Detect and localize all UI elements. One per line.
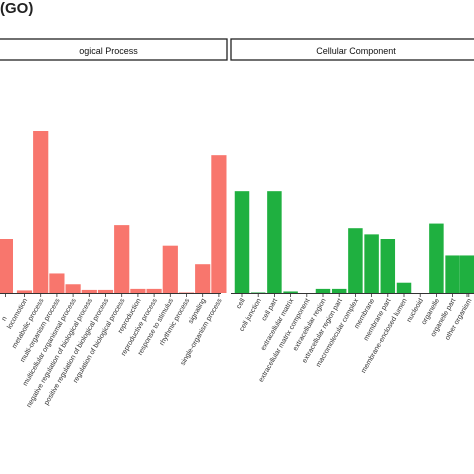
bar-0-1 xyxy=(33,131,49,293)
bar-0-9 xyxy=(162,245,178,293)
panel-title-1: Cellular Component xyxy=(316,46,396,56)
bar-1-1 xyxy=(250,292,266,293)
bar-0-2 xyxy=(49,273,65,293)
bar-0-6 xyxy=(114,225,130,293)
bar-0-8 xyxy=(146,288,162,293)
bar-0-12 xyxy=(211,155,227,293)
bar-1-9 xyxy=(380,239,396,293)
figure-title: (GO) xyxy=(0,0,34,17)
bar-1-7 xyxy=(348,228,363,293)
bar-0-10 xyxy=(178,292,195,293)
bar-1-13 xyxy=(445,255,460,293)
bar-1-14 xyxy=(461,290,474,293)
panel-strip-0 xyxy=(0,38,228,61)
bar-1-3 xyxy=(283,291,298,293)
bar-0-11 xyxy=(195,264,211,293)
bar-1-6 xyxy=(331,288,347,293)
bar-1-10 xyxy=(396,282,412,293)
partial-bar-1 xyxy=(460,255,474,293)
bar-0-0 xyxy=(16,290,33,293)
partial-tick-label-0: n xyxy=(1,315,9,322)
partial-bar-0 xyxy=(0,239,13,293)
bar-1-0 xyxy=(234,191,250,293)
bar-1-12 xyxy=(429,223,444,293)
panel-title-0: ogical Process xyxy=(79,46,138,56)
bar-0-3 xyxy=(65,284,81,293)
bar-0-4 xyxy=(81,289,97,293)
x-tick-label-1-0: cell xyxy=(235,297,247,310)
bar-0-7 xyxy=(130,288,146,293)
bar-1-5 xyxy=(315,288,331,293)
panel-strip-1 xyxy=(230,38,474,61)
bar-0-5 xyxy=(97,289,114,293)
bar-1-2 xyxy=(267,191,282,293)
bar-1-8 xyxy=(364,234,379,293)
